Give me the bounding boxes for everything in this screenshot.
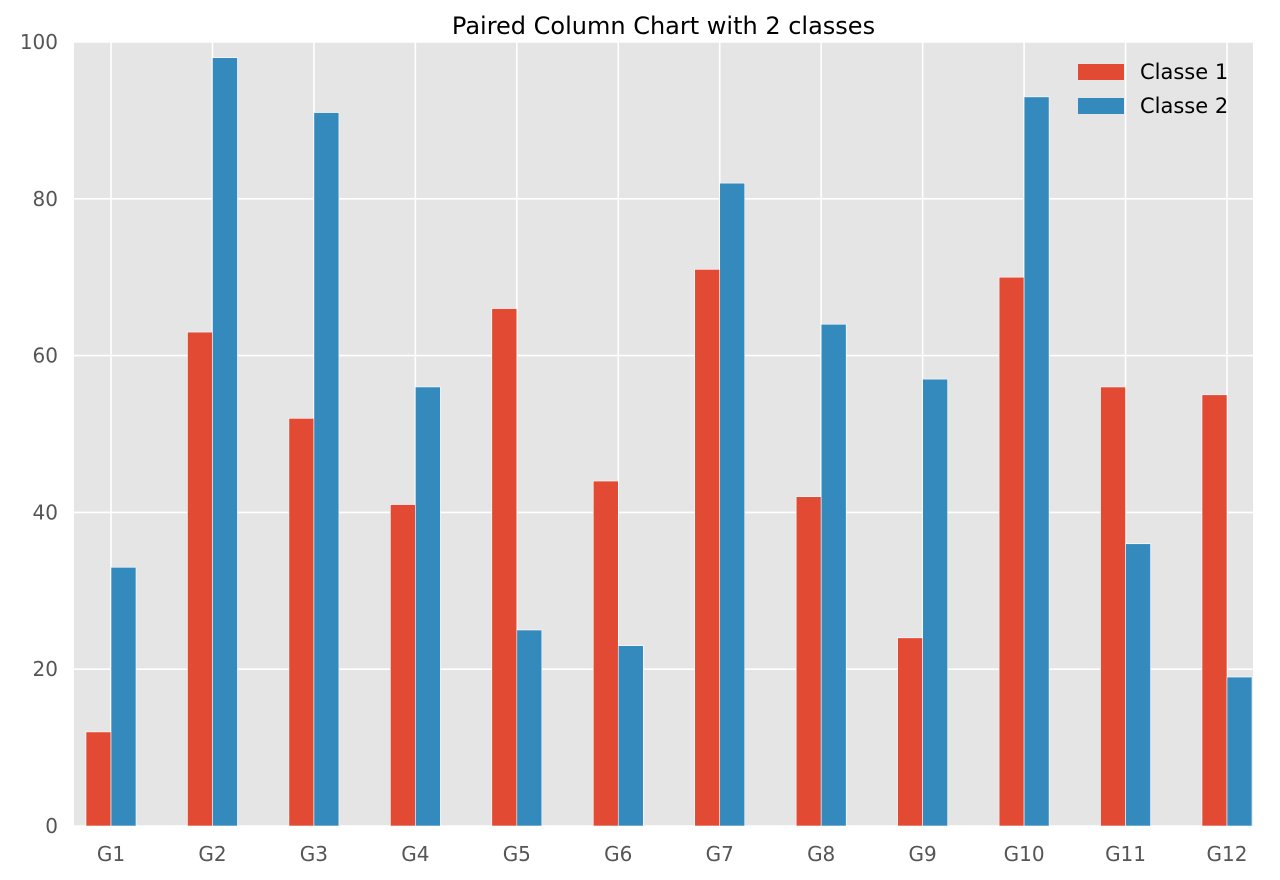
bar-classe-1-g11 xyxy=(1100,386,1126,827)
x-tick-label: G12 xyxy=(1207,842,1248,866)
y-axis-ticks: 0 20 40 60 80 100 xyxy=(20,30,58,838)
x-tick-label: G3 xyxy=(300,842,328,866)
y-tick-label: 20 xyxy=(33,657,58,681)
bars xyxy=(85,57,1253,827)
bar-classe-2-g1 xyxy=(110,566,137,827)
legend-swatch-classe-1 xyxy=(1078,64,1124,80)
bar-classe-1-g4 xyxy=(390,504,416,827)
bar-classe-1-g9 xyxy=(897,637,923,827)
plot-background xyxy=(74,42,1253,826)
bar-classe-1-g12 xyxy=(1201,394,1228,827)
bar-classe-1-g3 xyxy=(288,418,315,827)
x-tick-label: G11 xyxy=(1105,842,1146,866)
legend: Classe 1 Classe 2 xyxy=(1078,60,1228,118)
bar-classe-2-g9 xyxy=(922,378,948,827)
x-axis-ticks: G1 G2 G3 G4 G5 G6 G7 G8 G9 G10 G11 G12 xyxy=(97,842,1248,866)
bar-classe-2-g7 xyxy=(719,182,746,827)
bar-classe-2-g11 xyxy=(1125,543,1151,827)
x-tick-label: G7 xyxy=(706,842,734,866)
bar-classe-2-g3 xyxy=(313,112,340,827)
x-tick-label: G6 xyxy=(604,842,632,866)
x-tick-label: G8 xyxy=(807,842,835,866)
bar-classe-1-g5 xyxy=(491,308,518,827)
x-tick-label: G9 xyxy=(909,842,937,866)
x-tick-label: G4 xyxy=(401,842,429,866)
x-tick-label: G10 xyxy=(1004,842,1045,866)
bar-classe-1-g6 xyxy=(592,480,619,827)
y-tick-label: 100 xyxy=(20,30,58,54)
bar-classe-2-g4 xyxy=(415,386,441,827)
bar-classe-2-g6 xyxy=(617,645,644,827)
legend-label-classe-2: Classe 2 xyxy=(1140,94,1228,118)
y-tick-label: 60 xyxy=(33,344,58,368)
bar-classe-1-g8 xyxy=(795,496,822,827)
bar-classe-1-g10 xyxy=(998,276,1025,827)
bar-classe-1-g1 xyxy=(85,731,112,827)
x-tick-label: G1 xyxy=(97,842,125,866)
legend-swatch-classe-2 xyxy=(1078,98,1124,114)
y-tick-label: 80 xyxy=(33,187,58,211)
bar-classe-1-g2 xyxy=(187,331,213,827)
bar-classe-2-g5 xyxy=(516,629,543,827)
x-tick-label: G2 xyxy=(198,842,226,866)
chart-title: Paired Column Chart with 2 classes xyxy=(452,12,875,40)
bar-classe-2-g12 xyxy=(1226,676,1253,827)
legend-label-classe-1: Classe 1 xyxy=(1140,60,1228,84)
y-tick-label: 0 xyxy=(45,814,58,838)
bar-classe-2-g2 xyxy=(212,57,238,827)
y-tick-label: 40 xyxy=(33,500,58,524)
x-tick-label: G5 xyxy=(503,842,531,866)
bar-classe-1-g7 xyxy=(694,269,721,827)
bar-classe-2-g10 xyxy=(1023,96,1050,827)
bar-classe-2-g8 xyxy=(820,323,847,827)
